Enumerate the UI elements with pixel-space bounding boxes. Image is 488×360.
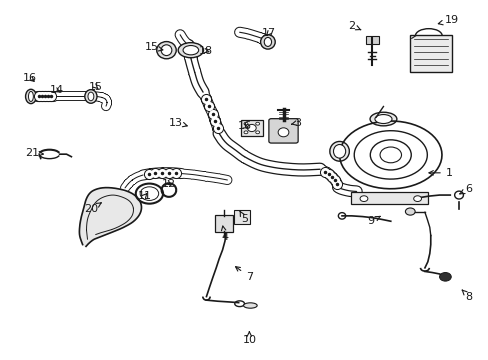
Ellipse shape — [374, 114, 391, 123]
Circle shape — [439, 273, 450, 281]
FancyBboxPatch shape — [233, 210, 250, 224]
Circle shape — [255, 131, 259, 134]
Text: 19: 19 — [437, 15, 458, 26]
Circle shape — [244, 122, 247, 125]
Ellipse shape — [183, 45, 198, 55]
Circle shape — [244, 131, 247, 134]
Ellipse shape — [369, 112, 396, 126]
Text: 12: 12 — [162, 179, 176, 189]
Ellipse shape — [88, 92, 94, 101]
FancyBboxPatch shape — [350, 192, 427, 204]
Text: 18: 18 — [198, 46, 212, 56]
FancyBboxPatch shape — [365, 36, 378, 44]
Text: 17: 17 — [261, 28, 275, 38]
Text: 6: 6 — [459, 184, 471, 194]
Circle shape — [413, 196, 421, 202]
FancyBboxPatch shape — [215, 215, 232, 231]
Ellipse shape — [157, 41, 176, 59]
Ellipse shape — [247, 125, 256, 132]
Ellipse shape — [278, 128, 288, 137]
Text: 11: 11 — [137, 191, 151, 201]
Text: 16: 16 — [237, 121, 251, 131]
Text: 20: 20 — [83, 203, 101, 215]
Ellipse shape — [84, 90, 97, 103]
Text: 3: 3 — [291, 118, 301, 128]
Ellipse shape — [260, 35, 275, 49]
Polygon shape — [79, 188, 141, 246]
Text: 7: 7 — [235, 267, 252, 282]
Ellipse shape — [264, 37, 271, 46]
Ellipse shape — [329, 141, 348, 161]
Text: 4: 4 — [221, 226, 228, 242]
Text: 2: 2 — [347, 21, 360, 31]
Ellipse shape — [161, 45, 171, 55]
Text: 14: 14 — [50, 85, 64, 95]
Circle shape — [255, 122, 259, 125]
Ellipse shape — [333, 144, 345, 158]
Circle shape — [405, 208, 414, 215]
Ellipse shape — [28, 91, 33, 102]
FancyBboxPatch shape — [409, 36, 451, 72]
Text: 8: 8 — [461, 290, 471, 302]
Text: 9: 9 — [367, 216, 380, 226]
Text: 5: 5 — [240, 211, 247, 224]
Circle shape — [359, 196, 367, 202]
Text: 1: 1 — [428, 168, 452, 178]
FancyBboxPatch shape — [240, 120, 263, 136]
Text: 13: 13 — [169, 118, 187, 128]
Ellipse shape — [25, 89, 36, 104]
Text: 21: 21 — [25, 148, 43, 158]
FancyBboxPatch shape — [268, 119, 298, 143]
Text: 15: 15 — [89, 82, 102, 92]
Text: 10: 10 — [242, 332, 256, 345]
Text: 16: 16 — [23, 73, 37, 83]
Ellipse shape — [178, 42, 203, 58]
Ellipse shape — [243, 303, 257, 308]
Text: 15: 15 — [144, 42, 163, 52]
